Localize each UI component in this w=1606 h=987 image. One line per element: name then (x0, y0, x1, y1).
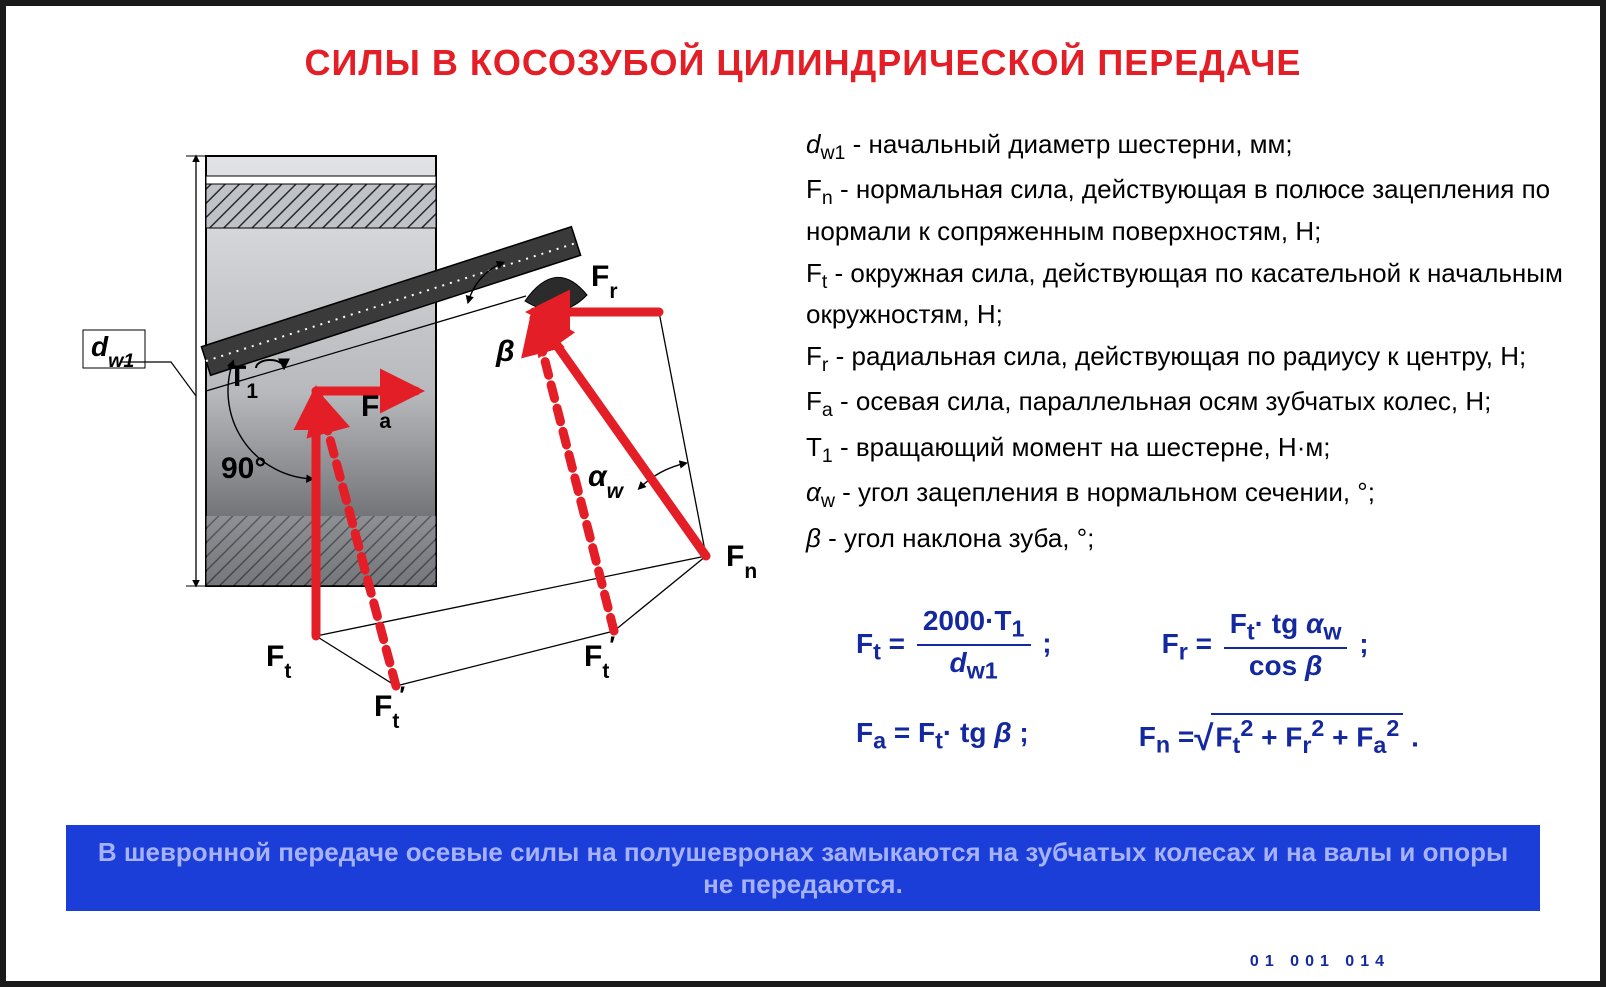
legend-desc: - вращающий момент на шестерне, Н·м; (840, 432, 1330, 462)
formula-Fr: Fr = Ft· tg αw cos β ; (1162, 609, 1369, 682)
formula-Ft: Ft = 2000·T1 dw1 ; (856, 606, 1052, 685)
formula-Fn-sqrt: Ft2 + Fr2 + Fa2 (1211, 713, 1403, 759)
svg-text:dw1: dw1 (91, 331, 134, 372)
legend-desc: - нормальная сила, действующая в полюсе … (806, 174, 1550, 245)
page-title: СИЛЫ В КОСОЗУБОЙ ЦИЛИНДРИЧЕСКОЙ ПЕРЕДАЧЕ (6, 42, 1600, 84)
legend-row: β - угол наклона зуба, °; (806, 520, 1576, 558)
formula-Fr-trail: ; (1359, 628, 1368, 659)
legend-row: T1 - вращающий момент на шестерне, Н·м; (806, 429, 1576, 470)
legend-symbol: Fa (806, 386, 840, 416)
svg-text:90°: 90° (221, 452, 266, 485)
legend-row: Fa - осевая сила, параллельная осям зубч… (806, 383, 1576, 424)
legend-symbol: αw (806, 477, 842, 507)
formula-Fn-lhs: Fn = (1139, 721, 1195, 752)
formula-Fa: Fa = Ft· tg β ; (856, 717, 1029, 755)
formula-Ft-den: dw1 (944, 646, 1004, 684)
legend-row: Fr - радиальная сила, действующая по рад… (806, 338, 1576, 379)
legend-row: Fn - нормальная сила, действующая в полю… (806, 171, 1576, 250)
svg-text:Fr: Fr (591, 260, 618, 303)
footer-note-banner: В шевронной передаче осевые силы на полу… (66, 825, 1540, 911)
formula-Fn: Fn =√Ft2 + Fr2 + Fa2 . (1139, 713, 1419, 759)
symbol-legend: dw1 - начальный диаметр шестерни, мм;Fn … (806, 126, 1576, 561)
legend-symbol: Ft (806, 258, 835, 288)
page-frame: СИЛЫ В КОСОЗУБОЙ ЦИЛИНДРИЧЕСКОЙ ПЕРЕДАЧЕ (0, 0, 1606, 987)
force-diagram: dw1T1FaFtFt′Frβ90°αwFnFt′ (56, 126, 796, 746)
svg-text:Ft′: Ft′ (374, 682, 405, 733)
formula-Fr-num: Ft· tg αw (1224, 609, 1348, 649)
formula-Fr-den: cos β (1243, 649, 1328, 682)
formula-Ft-num: 2000·T1 (917, 606, 1031, 646)
legend-row: αw - угол зацепления в нормальном сечени… (806, 474, 1576, 515)
legend-desc: - начальный диаметр шестерни, мм; (853, 129, 1293, 159)
legend-symbol: Fn (806, 174, 840, 204)
formula-Fn-trail: . (1411, 721, 1419, 752)
legend-desc: - осевая сила, параллельная осям зубчаты… (840, 386, 1491, 416)
formula-Ft-lhs: Ft = (856, 628, 905, 659)
legend-symbol: T1 (806, 432, 840, 462)
svg-text:Ft′: Ft′ (584, 632, 615, 683)
formulas-block: Ft = 2000·T1 dw1 ; Fr = Ft· tg αw cos β … (856, 606, 1576, 786)
legend-row: Ft - окружная сила, действующая по касат… (806, 255, 1576, 334)
legend-symbol: Fr (806, 341, 836, 371)
legend-desc: - радиальная сила, действующая по радиус… (836, 341, 1527, 371)
formula-Ft-trail: ; (1042, 628, 1051, 659)
legend-row: dw1 - начальный диаметр шестерни, мм; (806, 126, 1576, 167)
legend-symbol: β (806, 523, 828, 553)
legend-desc: - угол зацепления в нормальном сечении, … (842, 477, 1375, 507)
svg-text:β: β (495, 335, 515, 368)
slide-code: 01 001 014 (1250, 953, 1390, 971)
svg-text:Fn: Fn (726, 540, 757, 583)
svg-text:αw: αw (588, 460, 625, 503)
svg-text:Ft: Ft (266, 640, 291, 683)
diagram-svg: dw1T1FaFtFt′Frβ90°αwFnFt′ (56, 126, 796, 746)
legend-symbol: dw1 (806, 129, 853, 159)
legend-desc: - угол наклона зуба, °; (828, 523, 1094, 553)
formula-Fr-lhs: Fr = (1162, 628, 1212, 659)
legend-desc: - окружная сила, действующая по касатель… (806, 258, 1563, 329)
